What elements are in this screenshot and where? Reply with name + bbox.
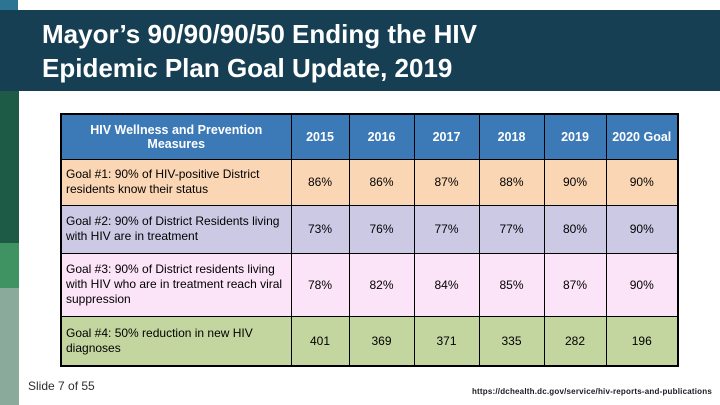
value-cell: 86% [290,158,350,206]
value-cell: 77% [413,204,480,254]
slide-title-line-2: Epidemic Plan Goal Update, 2019 [42,53,453,83]
value-cell: 73% [290,204,350,254]
sidebar-segment-sage [0,288,19,405]
value-cell: 80% [543,204,607,254]
header-cell-2020-goal: 2020 Goal [605,113,679,160]
header-cell-2019: 2019 [543,113,607,160]
header-cell-measures: HIV Wellness and Prevention Measures [60,113,292,160]
value-cell: 84% [413,252,480,317]
value-cell: 401 [290,315,350,367]
value-cell: 90% [605,252,679,317]
title-band: Mayor’s 90/90/90/50 Ending the HIV Epide… [0,10,720,91]
value-cell: 196 [605,315,679,367]
goal-label-cell: Goal #1: 90% of HIV-positive District re… [60,158,292,206]
table-row-goal-4: Goal #4: 50% reduction in new HIV diagno… [60,315,679,367]
value-cell: 282 [543,315,607,367]
value-cell: 86% [348,158,415,206]
value-cell: 369 [348,315,415,367]
table-row-goal-3: Goal #3: 90% of District residents livin… [60,252,679,317]
header-cell-2017: 2017 [413,113,480,160]
footer-url: https://dchealth.dc.gov/service/hiv-repo… [471,387,712,396]
goal-label-cell: Goal #4: 50% reduction in new HIV diagno… [60,315,292,367]
value-cell: 87% [413,158,480,206]
sidebar-segment-dark-green [0,91,19,243]
header-cell-2016: 2016 [348,113,415,160]
accent-square [0,0,18,10]
slide-title: Mayor’s 90/90/90/50 Ending the HIV Epide… [42,17,662,85]
table-row-goal-2: Goal #2: 90% of District Residents livin… [60,204,679,254]
value-cell: 77% [478,204,545,254]
header-cell-2015: 2015 [290,113,350,160]
value-cell: 90% [543,158,607,206]
slide-title-line-1: Mayor’s 90/90/90/50 Ending the HIV [42,19,477,49]
value-cell: 82% [348,252,415,317]
table-header-row: HIV Wellness and Prevention Measures 201… [60,113,679,160]
value-cell: 85% [478,252,545,317]
value-cell: 335 [478,315,545,367]
value-cell: 371 [413,315,480,367]
value-cell: 78% [290,252,350,317]
slide-number: Slide 7 of 55 [28,379,95,393]
table-row-goal-1: Goal #1: 90% of HIV-positive District re… [60,158,679,206]
goals-table: HIV Wellness and Prevention Measures 201… [60,113,679,367]
goal-label-cell: Goal #3: 90% of District residents livin… [60,252,292,317]
sidebar-segment-mid-green [0,243,19,288]
value-cell: 90% [605,158,679,206]
header-cell-2018: 2018 [478,113,545,160]
value-cell: 87% [543,252,607,317]
value-cell: 88% [478,158,545,206]
value-cell: 76% [348,204,415,254]
goal-label-cell: Goal #2: 90% of District Residents livin… [60,204,292,254]
value-cell: 90% [605,204,679,254]
